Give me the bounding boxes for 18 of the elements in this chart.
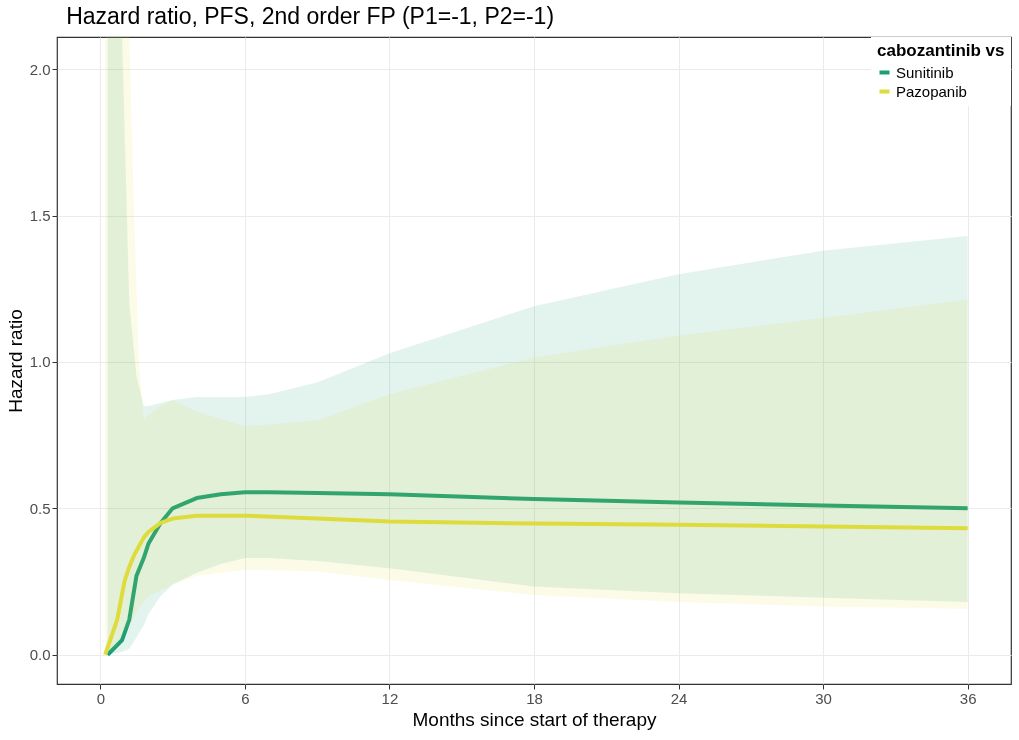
y-tick-label: 1.5 [29, 207, 51, 225]
y-tick-label: 2.0 [29, 60, 51, 78]
x-tick-label: 30 [815, 689, 832, 707]
x-tick-label: 0 [96, 689, 106, 707]
y-tick-label: 1.0 [29, 353, 51, 371]
x-tick-label: 24 [670, 689, 688, 707]
x-tick-label: 6 [241, 689, 250, 707]
x-tick-label: 36 [959, 689, 977, 707]
x-tick-label: 18 [526, 689, 543, 707]
y-tick-label: 0.5 [29, 499, 51, 517]
legend-title: cabozantinib vs [877, 41, 1005, 60]
legend-label: Sunitinib [896, 63, 954, 81]
x-axis-title: Months since start of therapy [412, 708, 657, 730]
chart-title: Hazard ratio, PFS, 2nd order FP (P1=-1, P2=-1) [66, 3, 555, 29]
legend-label: Pazopanib [896, 82, 967, 100]
y-tick-label: 0.0 [29, 646, 51, 664]
x-tick-label: 12 [381, 689, 399, 707]
y-axis-title: Hazard ratio [4, 309, 26, 413]
